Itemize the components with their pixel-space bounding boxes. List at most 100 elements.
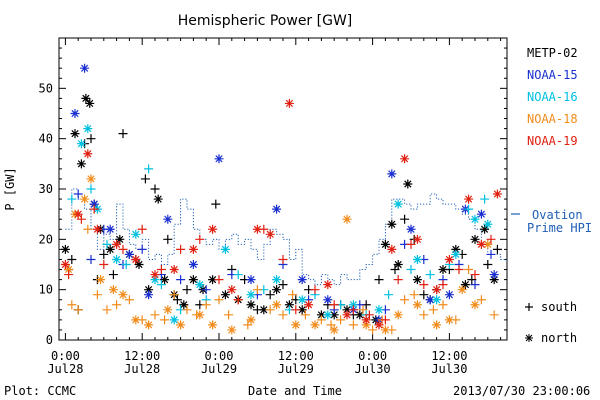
north-marker — [124, 249, 134, 259]
south-marker — [163, 234, 173, 244]
x-tick-label: 12:00 — [278, 349, 314, 363]
north-marker — [323, 310, 333, 320]
north-marker — [163, 305, 173, 315]
north-marker — [432, 285, 442, 295]
south-marker — [336, 315, 346, 325]
north-marker — [208, 275, 218, 285]
y-tick-label: 50 — [39, 81, 53, 95]
north-marker — [188, 260, 198, 269]
north-marker — [444, 290, 454, 300]
south-marker — [374, 275, 384, 285]
north-marker — [144, 320, 154, 330]
x-tick-date-label: Jul29 — [201, 362, 237, 376]
north-marker — [348, 300, 358, 310]
north-marker — [387, 244, 397, 254]
y-tick-label: 10 — [39, 283, 53, 297]
south-marker — [400, 214, 410, 224]
south-marker — [252, 285, 262, 295]
north-marker — [169, 315, 179, 325]
north-marker — [195, 310, 205, 320]
north-marker — [208, 224, 218, 234]
north-marker — [480, 224, 490, 234]
south-marker — [112, 300, 122, 310]
south-marker — [265, 290, 275, 300]
south-marker — [406, 265, 416, 275]
south-marker — [467, 275, 477, 285]
north-marker — [73, 209, 83, 219]
north-marker — [297, 295, 307, 305]
north-marker — [342, 305, 352, 315]
south-marker — [118, 244, 128, 254]
south-marker — [160, 315, 170, 325]
x-axis-label: Date and Time — [248, 384, 342, 398]
south-marker — [140, 174, 150, 184]
legend-north-symbol — [525, 334, 533, 342]
north-marker — [195, 280, 205, 290]
north-marker — [60, 260, 70, 269]
north-marker — [163, 214, 173, 224]
north-marker — [176, 320, 186, 330]
ovation-hpi-series — [65, 188, 507, 286]
south-marker — [92, 290, 102, 300]
north-marker — [76, 159, 86, 169]
legend-south-label: south — [541, 300, 577, 314]
north-marker — [96, 275, 106, 285]
north-marker — [444, 254, 454, 264]
south-marker — [409, 290, 419, 300]
south-marker — [169, 290, 179, 300]
north-marker — [444, 315, 454, 325]
south-marker — [419, 280, 429, 290]
south-marker — [265, 305, 275, 315]
legend: METP-02 NOAA-15 NOAA-16 NOAA-18 NOAA-19 Ovati… — [511, 46, 592, 345]
south-marker — [201, 285, 211, 295]
south-marker — [156, 280, 166, 290]
north-marker — [406, 224, 416, 234]
south-marker — [300, 310, 310, 320]
north-marker — [342, 310, 352, 320]
north-marker — [291, 320, 301, 330]
south-marker — [454, 265, 464, 275]
south-marker — [438, 300, 448, 310]
x-tick-label: 0:00 — [205, 349, 234, 363]
y-tick-label: 20 — [39, 232, 53, 246]
north-marker — [272, 285, 282, 295]
south-marker — [492, 244, 502, 254]
south-marker — [470, 280, 480, 290]
north-marker — [227, 285, 237, 295]
south-marker — [480, 194, 490, 204]
north-marker — [310, 320, 320, 330]
south-marker — [406, 239, 416, 249]
south-marker — [364, 310, 374, 320]
south-marker — [211, 199, 221, 209]
north-marker — [400, 154, 410, 164]
north-marker — [464, 194, 474, 204]
north-marker — [393, 199, 403, 209]
north-marker — [144, 290, 154, 300]
legend-north-label: north — [541, 331, 577, 345]
north-marker — [492, 189, 502, 199]
north-marker — [489, 270, 499, 280]
south-marker — [86, 254, 96, 264]
south-marker — [400, 295, 410, 305]
south-marker — [278, 280, 288, 290]
north-marker — [380, 325, 390, 335]
south-marker — [73, 189, 83, 199]
north-marker — [118, 290, 128, 300]
data-points — [60, 63, 502, 335]
south-marker — [99, 260, 109, 269]
y-tick-label: 40 — [39, 132, 53, 146]
north-marker — [272, 300, 282, 310]
legend-entry: NOAA-18 — [527, 112, 578, 126]
north-marker — [60, 244, 70, 254]
north-marker — [476, 209, 486, 219]
north-marker — [470, 234, 480, 244]
south-marker — [144, 164, 154, 174]
north-marker — [374, 305, 384, 315]
south-marker — [102, 305, 112, 315]
south-marker — [195, 234, 205, 244]
north-marker — [329, 310, 339, 320]
south-marker — [182, 305, 192, 315]
north-marker — [380, 239, 390, 249]
north-marker — [476, 239, 486, 249]
